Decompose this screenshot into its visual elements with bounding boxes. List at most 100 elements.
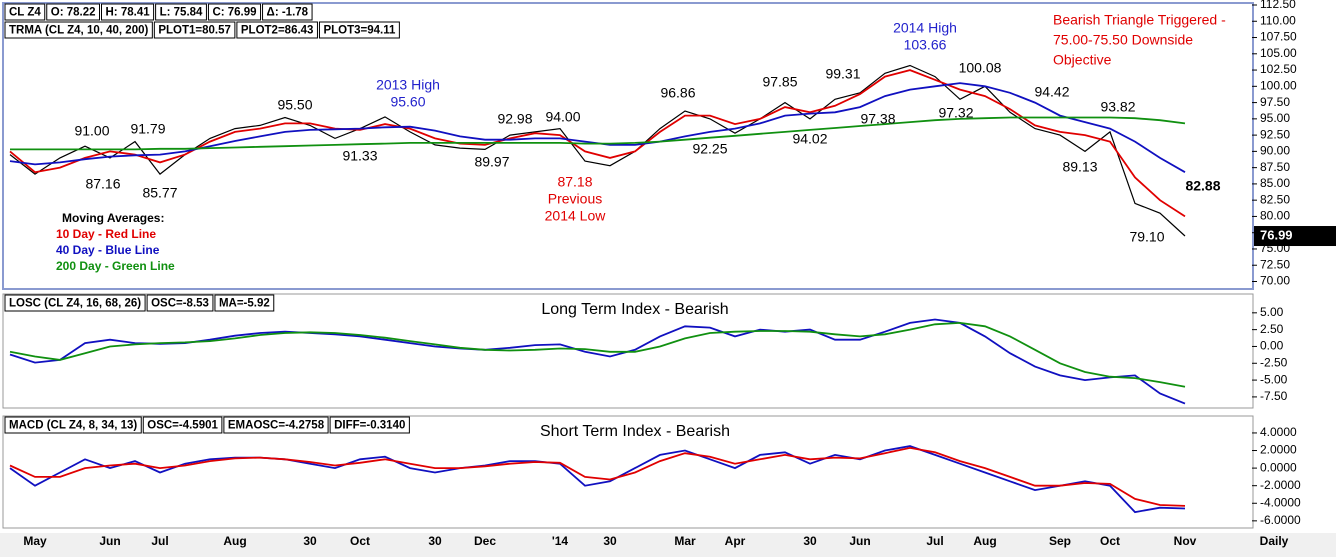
header-text: MACD (CL Z4, 8, 34, 13) (9, 420, 137, 432)
annotation: 96.86 (660, 85, 695, 101)
header-text: C: 76.99 (212, 7, 256, 19)
header-text: CL Z4 (9, 7, 41, 19)
y-tick-label: -7.50 (1260, 389, 1288, 403)
header-box (329, 416, 410, 434)
y-tick-label: -2.0000 (1260, 478, 1301, 492)
x-tick-label: Oct (1100, 534, 1120, 548)
y-tick-label: 70.00 (1260, 274, 1290, 288)
header-box (101, 3, 155, 21)
annotation: Bearish Triangle Triggered - (1053, 12, 1226, 28)
annotation: 91.33 (342, 148, 377, 164)
header-box (4, 294, 146, 312)
y-tick-label: -2.50 (1260, 355, 1288, 369)
header-text: H: 78.41 (106, 7, 151, 19)
macd-panel (2, 415, 1254, 529)
annotation: 89.13 (1062, 159, 1097, 175)
header-box (4, 3, 46, 21)
header-text: MA=-5.92 (219, 298, 270, 310)
line (9, 446, 1186, 507)
x-tick-label: Sep (1049, 534, 1071, 548)
header-box (214, 294, 275, 312)
line (9, 69, 1186, 218)
header-box (262, 3, 313, 21)
annotation: 2013 High (376, 77, 440, 93)
y-tick-label: 105.00 (1260, 46, 1297, 60)
y-tick-label: 72.50 (1260, 257, 1290, 271)
x-tick-label: 30 (803, 534, 817, 548)
period-label: Daily (1260, 534, 1289, 548)
last-price: 76.99 (1260, 227, 1293, 242)
header-text: DIFF=-0.3140 (334, 420, 405, 432)
header-text: PLOT2=86.43 (241, 25, 314, 37)
annotation: 91.79 (130, 121, 165, 137)
header-text: PLOT1=80.57 (158, 25, 231, 37)
panel-title: Short Term Index - Bearish (540, 423, 730, 440)
header-text: TRMA (CL Z4, 10, 40, 200) (9, 25, 148, 37)
y-tick-label: -4.0000 (1260, 495, 1301, 509)
price-panel (2, 2, 1254, 290)
y-tick-label: 100.00 (1260, 78, 1297, 92)
x-axis-bar (0, 533, 1336, 557)
losc-panel (2, 293, 1254, 409)
legend-title: Moving Averages: (62, 211, 164, 225)
line (9, 64, 1186, 237)
header-text: PLOT3=94.11 (323, 25, 396, 37)
x-tick-label: May (23, 534, 47, 548)
y-tick-label: 87.50 (1260, 160, 1290, 174)
x-tick-label: Jun (849, 534, 870, 548)
header-text: L: 75.84 (160, 7, 203, 19)
annotation: 87.18 (557, 174, 592, 190)
x-tick-label: Oct (350, 534, 370, 548)
annotation: Previous (548, 191, 602, 207)
y-tick-label: 95.00 (1260, 111, 1290, 125)
line (9, 445, 1186, 514)
annotation: 2014 Low (545, 208, 607, 224)
panel-title: Long Term Index - Bearish (541, 301, 728, 318)
annotation: 103.66 (904, 37, 947, 53)
line (10, 116, 1186, 151)
header-box (4, 416, 142, 434)
header-box (153, 21, 236, 39)
y-tick-label: 4.0000 (1260, 425, 1297, 439)
x-tick-label: Aug (223, 534, 246, 548)
y-tick-label: 112.50 (1260, 0, 1296, 11)
y-tick-label: 85.00 (1260, 176, 1290, 190)
header-box (207, 3, 262, 21)
x-tick-label: Aug (973, 534, 996, 548)
header-text: EMAOSC=-4.2758 (228, 420, 325, 432)
y-tick-label: -6.0000 (1260, 513, 1301, 527)
annotation: 95.60 (390, 94, 425, 110)
x-tick-label: '14 (552, 534, 569, 548)
annotation: 79.10 (1129, 229, 1164, 245)
y-tick-label: 2.0000 (1260, 443, 1297, 457)
annotation: 93.82 (1100, 99, 1135, 115)
annotation: 97.38 (860, 111, 895, 127)
header-box (46, 3, 100, 21)
x-tick-label: 30 (603, 534, 617, 548)
annotation: 97.32 (938, 105, 973, 121)
y-tick-label: 82.50 (1260, 192, 1290, 206)
y-tick-label: -5.00 (1260, 372, 1288, 386)
line (9, 318, 1186, 405)
legend-entry: 10 Day - Red Line (56, 227, 156, 241)
y-tick-label: 0.00 (1260, 339, 1284, 353)
annotation: 99.31 (825, 66, 860, 82)
y-tick-label: 107.50 (1260, 30, 1297, 44)
y-tick-label: 2.50 (1260, 322, 1284, 336)
annotation: 92.98 (497, 111, 532, 127)
annotation: Objective (1053, 52, 1112, 68)
legend-entry: 200 Day - Green Line (56, 259, 175, 273)
header-box (223, 416, 329, 434)
header-text: OSC=-4.5901 (147, 420, 218, 432)
legend-entry: 40 Day - Blue Line (56, 243, 160, 257)
annotation: 85.77 (142, 185, 177, 201)
y-tick-label: 90.00 (1260, 144, 1290, 158)
x-tick-label: 30 (428, 534, 442, 548)
x-tick-label: Mar (674, 534, 696, 548)
annotation: 92.25 (692, 141, 727, 157)
last-price-box (1254, 226, 1336, 247)
annotation: 87.16 (85, 176, 120, 192)
x-tick-label: Jun (99, 534, 120, 548)
annotation: 94.42 (1034, 84, 1069, 100)
